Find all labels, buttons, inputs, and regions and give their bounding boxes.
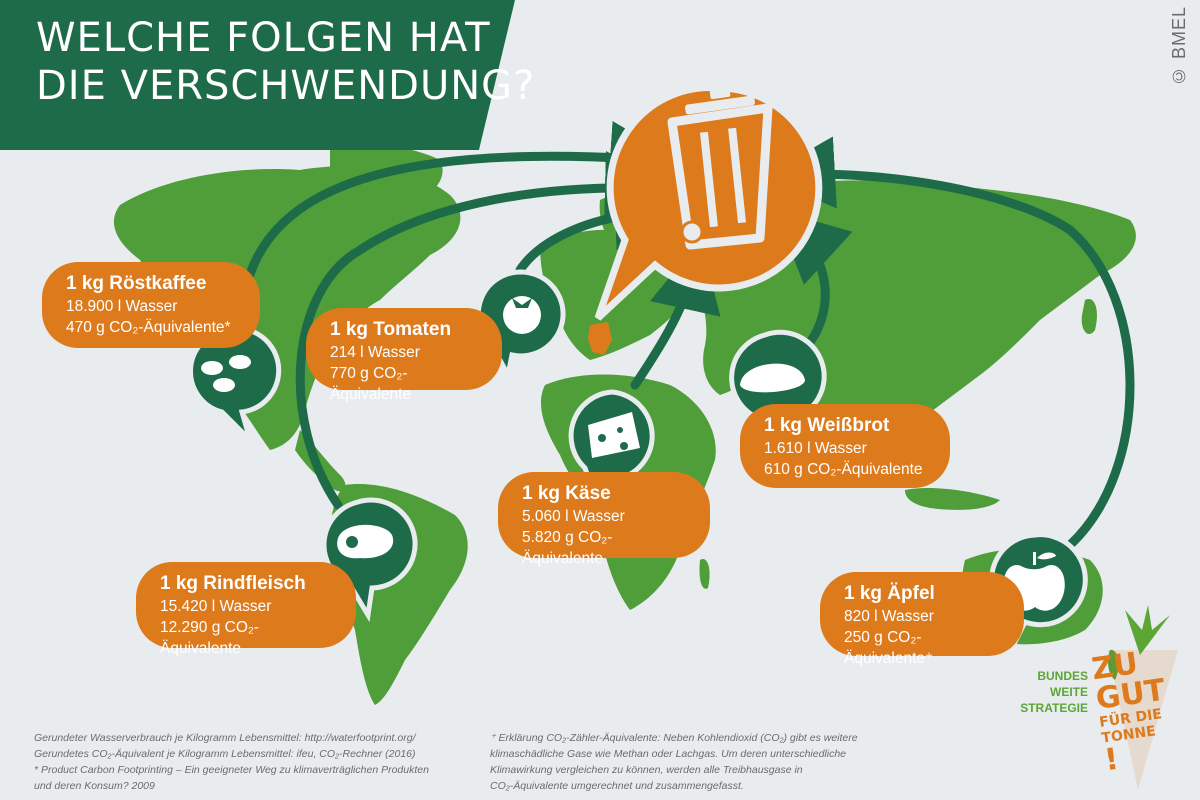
item-name: 1 kg Käse xyxy=(522,483,611,504)
label-weissbrot: 1 kg Weißbrot 1.610 l Wasser 610 g CO₂-Ä… xyxy=(740,404,950,488)
carrot-shape xyxy=(1108,650,1178,790)
arrow-coffee xyxy=(237,121,682,320)
arrow-apple xyxy=(763,136,1135,550)
new-zealand xyxy=(1107,649,1119,680)
logo-text: STRATEGIE xyxy=(1020,701,1088,715)
beef-bubble xyxy=(321,497,418,623)
logo-text: WEITE xyxy=(1050,685,1088,699)
footnote-line: ⁺ Erklärung CO₂-Zähler-Äquivalente: Nebe… xyxy=(490,732,858,744)
item-water: 5.060 l Wasser xyxy=(522,508,625,525)
title-line-1: WELCHE FOLGEN HAT xyxy=(36,15,491,61)
label-tomaten: 1 kg Tomaten 214 l Wasser 770 g CO₂-Äqui… xyxy=(306,308,502,403)
title-line-2: DIE VERSCHWENDUNG? xyxy=(36,63,536,109)
item-water: 214 l Wasser xyxy=(330,344,420,361)
item-water: 1.610 l Wasser xyxy=(764,440,867,457)
item-water: 15.420 l Wasser xyxy=(160,598,272,615)
footnote-line: * Product Carbon Footprinting – Ein geei… xyxy=(34,764,429,776)
item-name: 1 kg Tomaten xyxy=(330,319,452,340)
footnote-line: und deren Konsum? 2009 xyxy=(34,780,155,792)
page-title: WELCHE FOLGEN HAT DIE VERSCHWENDUNG? xyxy=(36,14,535,110)
trash-bubble xyxy=(594,84,823,321)
tomato-icon xyxy=(503,296,541,334)
title-banner xyxy=(0,0,515,150)
label-rindfleisch: 1 kg Rindfleisch 15.420 l Wasser 12.290 … xyxy=(136,562,356,657)
item-co2: 12.290 g CO₂-Äquivalente xyxy=(160,619,260,657)
footnote-line: Gerundetes CO₂-Äquivalent je Kilogramm L… xyxy=(34,748,416,760)
item-co2: 5.820 g CO₂-Äquivalente xyxy=(522,529,613,567)
uk xyxy=(553,253,573,281)
footnote-line: klimaschädliche Gase wie Methan oder Lac… xyxy=(490,748,847,760)
coffee-bubble xyxy=(188,325,282,449)
footnote-line: Klimawirkung vergleichen zu können, werd… xyxy=(490,764,803,776)
steak-icon xyxy=(337,524,394,559)
label-aepfel: 1 kg Äpfel 820 l Wasser 250 g CO₂-Äquiva… xyxy=(820,572,1024,667)
logo-bundesweite-strategie: BUNDES WEITE STRATEGIE xyxy=(1008,668,1088,716)
item-name: 1 kg Äpfel xyxy=(844,583,935,604)
logo-zu-gut-fuer-die-tonne: ZU GUT FÜR DIE TONNE ! xyxy=(1090,642,1200,778)
footnote-line: Gerundeter Wasserverbrauch je Kilogramm … xyxy=(34,732,416,744)
copyright-label: © BMEL xyxy=(1169,6,1189,87)
label-roestkaffee: 1 kg Röstkaffee 18.900 l Wasser 470 g CO… xyxy=(42,262,260,348)
item-water: 18.900 l Wasser xyxy=(66,298,178,315)
bread-icon xyxy=(740,363,805,393)
cheese-icon xyxy=(588,412,640,458)
footnote-left: Gerundeter Wasserverbrauch je Kilogramm … xyxy=(34,730,474,794)
trash-can-icon xyxy=(667,86,773,250)
item-co2: 770 g CO₂-Äquivalente xyxy=(330,365,412,403)
indonesia xyxy=(905,488,1000,510)
carrot-leaf-icon xyxy=(1125,605,1170,655)
logo-text: BUNDES xyxy=(1037,669,1088,683)
item-co2: 250 g CO₂-Äquivalente⁺ xyxy=(844,629,934,667)
arrow-beef xyxy=(295,150,677,510)
madagascar xyxy=(699,559,710,589)
item-water: 820 l Wasser xyxy=(844,608,934,625)
footnote-right: ⁺ Erklärung CO₂-Zähler-Äquivalente: Nebe… xyxy=(490,730,910,794)
label-kaese: 1 kg Käse 5.060 l Wasser 5.820 g CO₂-Äqu… xyxy=(498,472,710,567)
japan xyxy=(1081,299,1097,335)
item-co2: 610 g CO₂-Äquivalente xyxy=(764,461,923,478)
coffee-beans-icon xyxy=(201,355,251,392)
germany-highlight xyxy=(588,322,612,355)
item-name: 1 kg Rindfleisch xyxy=(160,573,306,594)
item-name: 1 kg Weißbrot xyxy=(764,415,890,436)
footnote-line: CO₂-Äquivalente umgerechnet und zusammen… xyxy=(490,780,744,792)
item-name: 1 kg Röstkaffee xyxy=(66,273,207,294)
item-co2: 470 g CO₂-Äquivalente* xyxy=(66,319,231,336)
